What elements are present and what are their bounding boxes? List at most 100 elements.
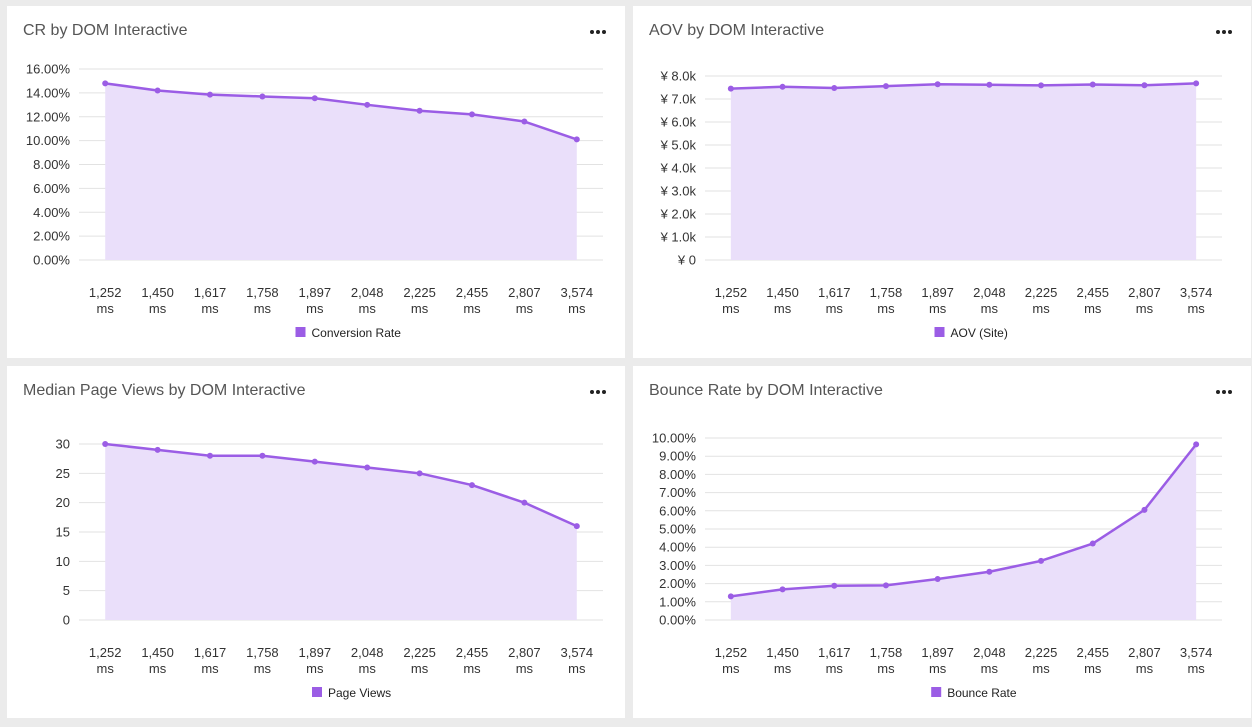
data-point — [779, 586, 786, 593]
x-tick-label: 1,450 ms — [141, 645, 174, 676]
x-tick-label: 3,574 ms — [1180, 645, 1213, 676]
data-point — [416, 107, 423, 114]
chart-panel-page-views: Median Page Views by DOM Interactive 0 5 1… — [7, 366, 625, 718]
line-chart: 0 5 10 15 20 25 30 1,252 ms 1,450 ms 1,617 ms 1,758 ms… — [56, 437, 603, 700]
data-point — [416, 470, 423, 477]
y-tick-label: 16.00% — [26, 62, 71, 77]
x-tick-label: 1,450 ms — [766, 285, 799, 316]
legend-swatch — [295, 327, 306, 337]
y-tick-label: 2.00% — [33, 229, 70, 244]
data-point — [311, 458, 318, 465]
legend: Conversion Rate — [295, 326, 401, 340]
chart-panel-bounce-rate: Bounce Rate by DOM Interactive 0.00% 1.00… — [633, 366, 1251, 718]
line-chart: ¥ 0 ¥ 1.0k ¥ 2.0k ¥ 3.0k ¥ 4.0k ¥ 5.0k ¥ 6.0k ¥… — [660, 69, 1222, 340]
x-tick-label: 2,225 ms — [403, 645, 436, 676]
more-horizontal-icon — [1216, 390, 1232, 394]
x-tick-label: 2,807 ms — [1128, 645, 1161, 676]
more-horizontal-icon — [590, 30, 606, 34]
data-point — [831, 84, 838, 91]
x-tick-label: 1,617 ms — [194, 285, 227, 316]
data-point — [311, 95, 318, 102]
data-point — [1141, 506, 1148, 513]
y-tick-label: 9.00% — [659, 449, 696, 464]
data-point — [259, 452, 266, 459]
x-tick-label: 3,574 ms — [1180, 285, 1213, 316]
data-point — [1038, 557, 1045, 564]
x-tick-label: 1,897 ms — [299, 285, 332, 316]
x-tick-label: 1,758 ms — [246, 285, 279, 316]
x-tick-label: 1,897 ms — [299, 645, 332, 676]
chart-panel-aov: AOV by DOM Interactive ¥ 0 ¥ 1.0k ¥ 2.0k ¥ … — [633, 6, 1251, 358]
x-tick-label: 1,897 ms — [921, 285, 954, 316]
legend-label: Bounce Rate — [947, 686, 1017, 700]
data-point — [154, 87, 161, 94]
data-point — [1089, 81, 1096, 88]
more-horizontal-icon — [1216, 30, 1232, 34]
data-point — [986, 81, 993, 88]
x-tick-label: 1,450 ms — [766, 645, 799, 676]
x-tick-label: 2,225 ms — [403, 285, 436, 316]
x-tick-label: 2,048 ms — [351, 645, 384, 676]
legend-swatch — [312, 687, 322, 697]
y-tick-label: ¥ 2.0k — [660, 207, 697, 222]
legend-label: Page Views — [328, 686, 391, 700]
x-tick-label: 1,897 ms — [921, 645, 954, 676]
legend-swatch — [934, 327, 945, 337]
data-point — [934, 81, 941, 88]
data-point — [102, 441, 109, 447]
x-tick-label: 2,225 ms — [1025, 645, 1058, 676]
data-point — [573, 136, 580, 143]
legend-swatch — [931, 687, 942, 697]
y-tick-label: 10.00% — [652, 431, 697, 446]
x-tick-label: 1,617 ms — [818, 645, 851, 676]
x-tick-label: 1,617 ms — [194, 645, 227, 676]
y-tick-label: 15 — [56, 525, 70, 540]
y-tick-label: 0.00% — [33, 253, 70, 268]
more-options-button[interactable] — [1213, 382, 1235, 402]
y-tick-label: 14.00% — [26, 85, 71, 100]
series-line — [105, 442, 578, 528]
data-point — [727, 593, 734, 600]
x-tick-label: 3,574 ms — [561, 645, 594, 676]
data-point — [364, 101, 371, 108]
y-tick-label: 7.00% — [659, 485, 696, 500]
x-tick-label: 1,252 ms — [715, 645, 748, 676]
x-tick-label: 1,617 ms — [818, 285, 851, 316]
x-tick-label: 1,758 ms — [870, 285, 903, 316]
panel-title: CR by DOM Interactive — [23, 22, 188, 39]
data-point — [154, 446, 161, 453]
data-point — [207, 91, 213, 98]
panel-title: Median Page Views by DOM Interactive — [23, 382, 306, 399]
y-tick-label: ¥ 3.0k — [660, 184, 697, 199]
y-tick-label: 12.00% — [26, 109, 71, 124]
y-tick-label: 4.00% — [33, 205, 70, 220]
y-tick-label: ¥ 0 — [677, 253, 696, 268]
x-tick-label: 3,574 ms — [561, 285, 594, 316]
data-point — [1193, 80, 1200, 87]
data-point — [364, 464, 371, 471]
y-tick-label: ¥ 7.0k — [660, 92, 697, 107]
data-point — [831, 582, 838, 589]
legend: Page Views — [312, 686, 391, 700]
more-options-button[interactable] — [587, 382, 609, 402]
series-area — [105, 444, 577, 620]
data-point — [469, 111, 475, 118]
legend: Bounce Rate — [931, 686, 1017, 700]
panel-title: AOV by DOM Interactive — [649, 22, 825, 39]
data-point — [986, 568, 993, 575]
y-tick-label: 0.00% — [659, 613, 696, 628]
y-tick-label: 20 — [56, 495, 70, 510]
y-tick-label: 6.00% — [659, 503, 696, 518]
y-tick-label: 1.00% — [659, 594, 696, 609]
data-point — [1141, 82, 1148, 89]
more-options-button[interactable] — [587, 22, 609, 42]
y-tick-label: ¥ 6.0k — [660, 115, 697, 130]
x-tick-label: 2,225 ms — [1025, 285, 1058, 316]
legend-label: AOV (Site) — [951, 326, 1008, 340]
x-tick-label: 2,048 ms — [973, 645, 1006, 676]
y-tick-label: ¥ 1.0k — [660, 230, 697, 245]
y-tick-label: 5.00% — [659, 522, 696, 537]
y-tick-label: ¥ 8.0k — [660, 69, 697, 84]
x-tick-label: 1,758 ms — [870, 645, 903, 676]
more-options-button[interactable] — [1213, 22, 1235, 42]
